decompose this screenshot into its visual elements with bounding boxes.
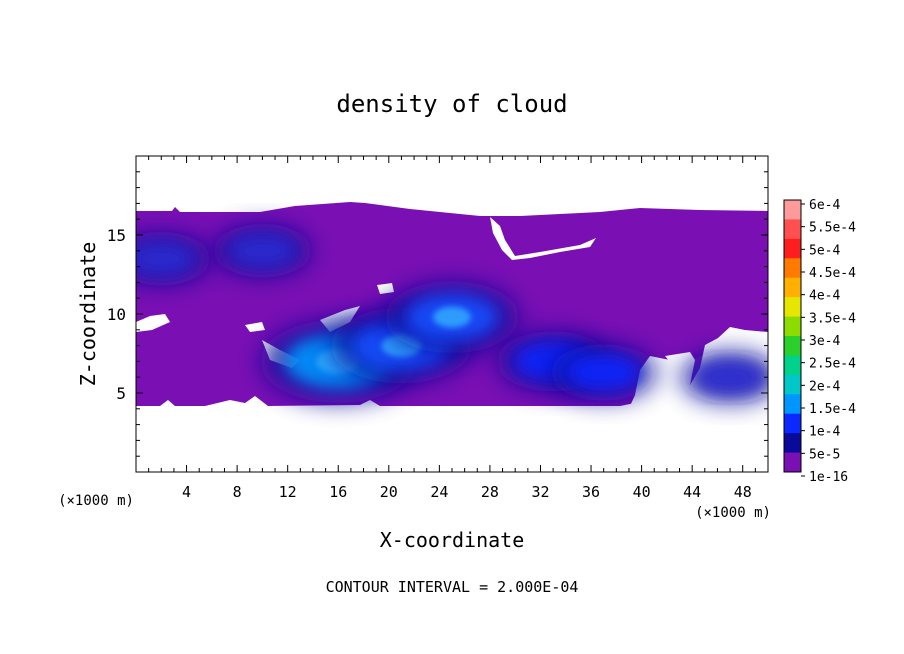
colorbar-label: 5.5e-4 xyxy=(809,221,856,236)
cloud-cores xyxy=(136,224,768,404)
colorbar-swatch xyxy=(784,336,801,356)
colorbar-swatch xyxy=(784,297,801,318)
colorbar-label: 1e-16 xyxy=(809,470,848,485)
x-tick-label: 28 xyxy=(481,483,499,501)
colorbar-swatch xyxy=(784,394,801,415)
x-axis-unit-right: (×1000 m) xyxy=(695,505,771,521)
colorbar-swatch xyxy=(784,277,801,298)
colorbar-swatch xyxy=(784,452,801,473)
colorbar-label: 2.5e-4 xyxy=(809,357,856,372)
contour-interval-note: CONTOUR INTERVAL = 2.000E-04 xyxy=(326,578,579,596)
colorbar-swatch xyxy=(784,374,801,395)
cloud-core-6-inner xyxy=(228,233,297,268)
x-tick-label: 24 xyxy=(430,483,448,501)
colorbar-swatch xyxy=(784,219,801,240)
colorbar-frame xyxy=(783,199,802,473)
cloud-gap-base xyxy=(380,402,645,410)
cloud-gap-upper xyxy=(490,217,596,260)
x-tick-label: 8 xyxy=(233,483,242,501)
x-tick-label: 48 xyxy=(734,483,752,501)
x-tick-label: 40 xyxy=(633,483,651,501)
colorbar-swatch xyxy=(784,413,801,434)
colorbar: 6e-4 5.5e-4 5e-4 4.5e-4 4e-4 3.5e-4 3e-4 2.5e-4… xyxy=(783,198,856,485)
chart-title: density of cloud xyxy=(336,90,567,118)
x-axis: 4 8 12 16 20 24 28 32 36 40 44 48 xyxy=(148,156,756,501)
colorbar-label: 6e-4 xyxy=(809,198,840,213)
colorbar-label: 5e-5 xyxy=(809,447,840,462)
cloud-core-8-inner xyxy=(695,360,765,395)
x-tick-label: 36 xyxy=(582,483,600,501)
colorbar-swatch xyxy=(784,316,801,337)
x-tick-label: 16 xyxy=(329,483,347,501)
colorbar-swatch xyxy=(784,258,801,279)
y-tick-label: 15 xyxy=(107,226,126,245)
x-tick-label: 44 xyxy=(683,483,701,501)
x-tick-label: 20 xyxy=(380,483,398,501)
colorbar-label: 2e-4 xyxy=(809,379,840,394)
x-tick-label: 4 xyxy=(182,483,191,501)
y-axis-label: Z-coordinate xyxy=(76,242,100,387)
cloud-gap-small-b xyxy=(377,283,394,294)
y-tick-label: 5 xyxy=(116,384,126,403)
x-axis-label: X-coordinate xyxy=(380,528,525,552)
colorbar-label: 1.5e-4 xyxy=(809,402,856,417)
y-tick-label: 10 xyxy=(107,305,126,324)
colorbar-swatch xyxy=(784,200,801,220)
cloud-gap-left xyxy=(136,314,170,332)
cloud-core-3-peak xyxy=(433,306,471,328)
colorbar-swatch xyxy=(784,355,801,376)
colorbar-label: 3.5e-4 xyxy=(809,311,856,326)
colorbar-swatch xyxy=(784,238,801,259)
y-axis: 5 10 15 xyxy=(107,171,768,457)
colorbar-swatch xyxy=(784,433,801,454)
x-tick-label: 12 xyxy=(279,483,297,501)
x-axis-unit-left: (×1000 m) xyxy=(58,493,134,509)
cloud-gap-small-a xyxy=(245,322,265,332)
colorbar-label: 5e-4 xyxy=(809,243,840,258)
colorbar-label: 3e-4 xyxy=(809,334,840,349)
colorbar-label: 4.5e-4 xyxy=(809,266,856,281)
plot-area xyxy=(136,202,768,410)
cloud-core-5-inner xyxy=(566,354,641,391)
colorbar-label: 1e-4 xyxy=(809,425,840,440)
cloud-core-7-inner xyxy=(136,241,196,276)
x-tick-label: 32 xyxy=(531,483,549,501)
colorbar-label: 4e-4 xyxy=(809,289,840,304)
